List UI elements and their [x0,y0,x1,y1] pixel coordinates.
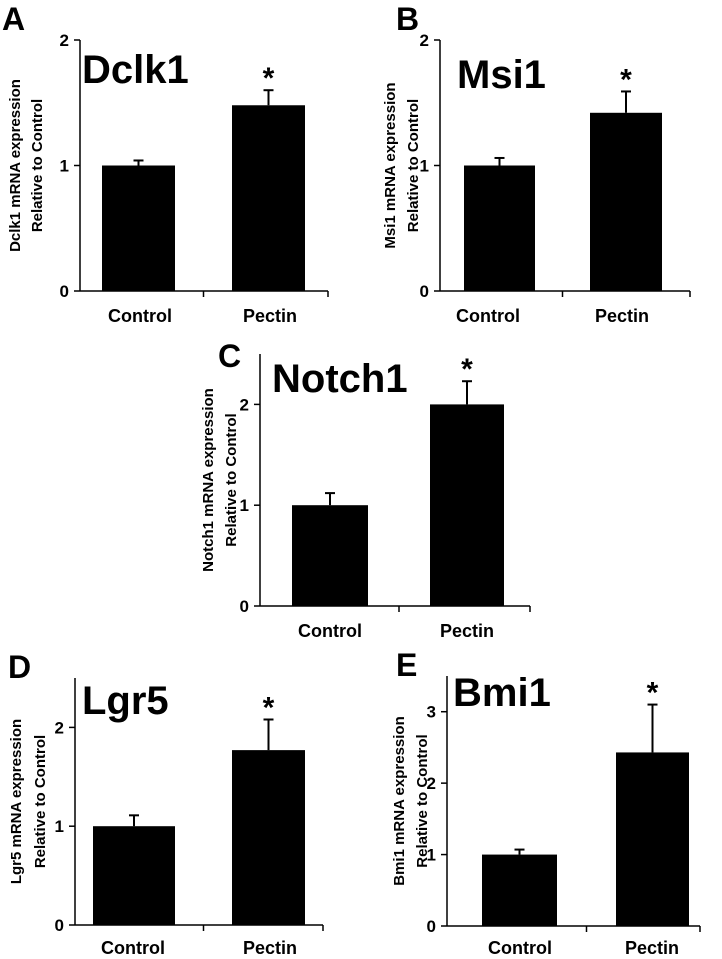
panel-d-letter: D [8,649,31,685]
panel-b-bar-pectin [590,112,662,291]
panel-b-ytick-label-1: 1 [420,157,429,176]
panel-a-bar-pectin [232,105,305,291]
panel-d-category-label-pectin: Pectin [243,938,297,958]
panel-a-letter: A [2,1,25,37]
panel-d-ytick-label-1: 1 [55,817,64,836]
panel-b-ytick-label-2: 2 [420,31,429,50]
panel-d-bar-pectin [232,750,305,925]
panel-a-ylabel-line-2: Relative to Control [29,99,46,232]
panel-c-bar-pectin [430,404,504,606]
panel-b-ytick-label-0: 0 [420,282,429,301]
panel-a-title: Dclk1 [82,48,189,92]
panel-c-category-label-control: Control [298,621,362,641]
panel-d-ytick-label-2: 2 [55,718,64,737]
panel-e-bar-pectin [616,752,689,926]
panel-e-bar-control [482,854,557,926]
panel-b-title: Msi1 [457,53,546,97]
panel-e-letter: E [396,647,417,683]
panel-d-title: Lgr5 [82,679,169,723]
panel-a-ylabel-line-1: Dclk1 mRNA expression [7,79,24,252]
panel-b-bar-control [464,165,535,291]
panel-c-significance-pectin: * [461,353,473,386]
panel-a-ytick-label-0: 0 [60,282,69,301]
panel-e-ytick-label-2: 2 [427,774,436,793]
panel-c-ylabel-line-2: Relative to Control [223,413,240,546]
panel-d-significance-pectin: * [263,691,275,724]
panel-e-significance-pectin: * [647,677,659,710]
panel-a-ytick-label-2: 2 [60,31,69,50]
panel-c-ylabel-line-1: Notch1 mRNA expression [200,388,217,572]
panel-a-bar-control [102,165,175,291]
panel-e-ylabel-line-1: Bmi1 mRNA expression [391,716,408,886]
panel-e-ylabel-line-2: Relative to Control [414,734,431,867]
panel-d-bar-control [93,826,175,925]
panel-a-category-label-pectin: Pectin [243,306,297,326]
panel-e-title: Bmi1 [453,671,551,715]
panel-d-category-label-control: Control [101,938,165,958]
panel-c-bar-control [292,505,368,606]
panel-b-category-label-pectin: Pectin [595,306,649,326]
panel-c-category-label-pectin: Pectin [440,621,494,641]
panel-e-ytick-label-3: 3 [427,703,436,722]
panel-d-ytick-label-0: 0 [55,916,64,935]
panel-a-significance-pectin: * [263,62,275,95]
panel-c-ytick-label-1: 1 [240,496,249,515]
panel-a-category-label-control: Control [108,306,172,326]
panel-e-category-label-pectin: Pectin [625,938,679,958]
panel-c-ytick-label-2: 2 [240,395,249,414]
panel-c-letter: C [218,338,241,374]
panel-d-ylabel-line-2: Relative to Control [32,735,49,868]
panel-b-category-label-control: Control [456,306,520,326]
panel-e-ytick-label-0: 0 [427,917,436,936]
panel-b-ylabel-line-2: Relative to Control [405,99,422,232]
panel-b-ylabel-line-1: Msi1 mRNA expression [382,82,399,248]
panel-d-ylabel-line-1: Lgr5 mRNA expression [8,719,25,884]
panel-c-title: Notch1 [272,357,408,401]
panel-e-ytick-label-1: 1 [427,846,436,865]
panel-b-significance-pectin: * [620,63,632,96]
panel-e-category-label-control: Control [488,938,552,958]
panel-b-letter: B [396,1,419,37]
panel-a-ytick-label-1: 1 [60,157,69,176]
panel-c-ytick-label-0: 0 [240,597,249,616]
